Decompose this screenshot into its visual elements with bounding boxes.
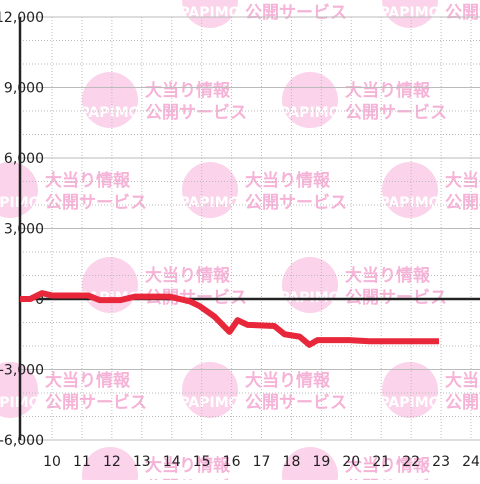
x-tick-label: 16 [223,454,241,470]
watermark-logo [382,162,438,218]
y-tick-label: -3,000 [0,363,44,379]
watermark-text: 大当り情報 [245,370,331,391]
x-tick-label: 23 [432,454,450,470]
watermark-logo [182,362,238,418]
x-tick-label: 18 [283,454,301,470]
watermark-text: 大当り情報 [345,455,431,476]
watermark-logo [82,72,138,128]
watermark-text: 公開サービス [45,193,147,213]
watermark-logo [282,447,338,484]
watermark-text: 大当り情報 [245,0,331,1]
watermark-logo [382,0,438,28]
watermark-logo-text: PAPIMO [79,105,140,121]
watermark-logo-text: PAPIMO [279,105,340,121]
x-tick-label: 15 [193,454,211,470]
watermark-text: 公開サービス [245,193,347,213]
watermark-text: 大当り情報 [445,0,480,1]
x-tick-label: 20 [342,454,360,470]
x-tick-label: 10 [43,454,61,470]
watermark-text: 大当り情報 [445,370,480,391]
watermark-text: 大当り情報 [145,80,231,101]
watermark-text: 大当り情報 [145,265,231,286]
watermark-text: 公開サービス [245,3,347,23]
watermark-logo-text: PAPIMO [179,395,240,411]
watermark-text: 大当り情報 [45,170,131,191]
watermark-logo-text: PAPIMO [179,5,240,21]
x-tick-label: 11 [73,454,91,470]
x-tick-label: 22 [402,454,420,470]
watermark-text: 大当り情報 [145,455,231,476]
x-tick-label: 17 [253,454,271,470]
x-tick-label: 13 [133,454,151,470]
watermark-logo-text: PAPIMO [379,195,440,211]
y-tick-label: 6,000 [4,151,44,167]
watermark-text: 公開サービス [145,103,247,123]
y-tick-label: 3,000 [4,222,44,238]
watermark-text: 公開サービス [345,103,447,123]
watermark-text: 公開サービス [245,393,347,413]
x-tick-label: 12 [103,454,121,470]
watermark-logo-text: PAPIMO [379,5,440,21]
watermark-logo [82,447,138,484]
watermark-text: 公開サービス [445,193,480,213]
y-tick-label: -6,000 [0,433,44,449]
watermark-text: 公開サービス [445,393,480,413]
watermark-logo-text: PAPIMO [179,195,240,211]
watermark-text: 大当り情報 [445,170,480,191]
watermark-logo [282,72,338,128]
x-tick-label: 24 [462,454,480,470]
watermark-logo [182,0,238,28]
watermark-logo-text: PAPIMO [379,395,440,411]
y-tick-label: 9,000 [4,81,44,97]
watermark-text: 大当り情報 [345,80,431,101]
watermark-text: 大当り情報 [345,265,431,286]
y-tick-label: 0 [35,292,44,308]
watermark-logo [182,162,238,218]
x-tick-label: 19 [312,454,330,470]
y-tick-label: 12,000 [0,10,44,26]
watermark-text: 公開サービス [445,3,480,23]
watermark-logo [382,362,438,418]
watermark-text: 大当り情報 [45,370,131,391]
line [20,290,439,348]
watermark-text: 大当り情報 [245,170,331,191]
x-tick-label: 21 [372,454,390,470]
watermark-text: 公開サービス [45,393,147,413]
x-tick-label: 14 [163,454,181,470]
